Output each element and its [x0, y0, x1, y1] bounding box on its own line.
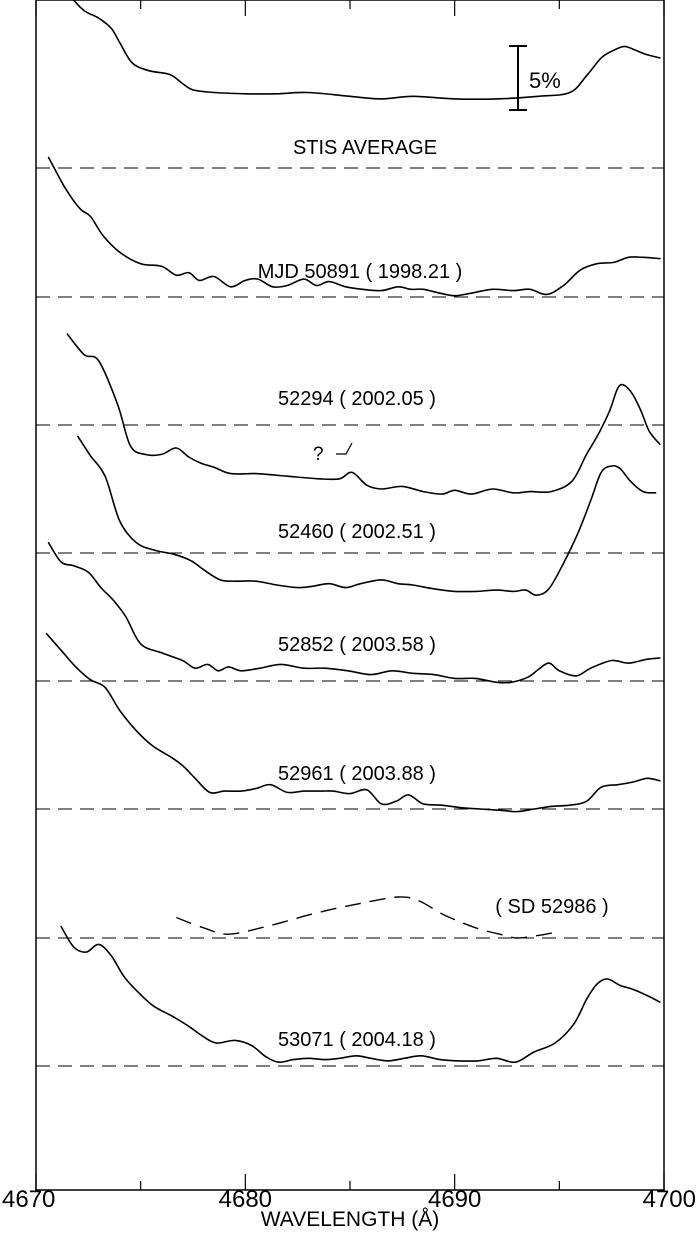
- spectra-traces: [45, 0, 661, 1064]
- scale-bar: 5%: [509, 45, 561, 111]
- x-tick-label-4680: 4680: [219, 1186, 272, 1213]
- x-tick-label-4690: 4690: [428, 1186, 481, 1213]
- spectrum-label-0: STIS AVERAGE: [293, 137, 437, 159]
- spectrum-label-3: 52460 ( 2002.51 ): [278, 521, 436, 543]
- spectrum-label-1: MJD 50891 ( 1998.21 ): [258, 261, 463, 283]
- spectrum-label-7: 53071 ( 2004.18 ): [278, 1029, 436, 1051]
- x-axis-ticks: 4670 4680 4690 4700: [2, 0, 696, 1213]
- spectrum-trace-5: [45, 632, 661, 813]
- spectrum-trace-7: [60, 925, 661, 1064]
- annotation-pointer: [336, 442, 353, 455]
- spectrum-trace-0: [72, 0, 661, 100]
- spectrum-trace-6: [176, 896, 560, 939]
- spectrum-label-4: 52852 ( 2003.58 ): [278, 634, 436, 656]
- annotation-question-mark: ?: [313, 444, 324, 465]
- spectrum-label-5: 52961 ( 2003.88 ): [278, 763, 436, 785]
- spectrum-trace-1: [47, 156, 661, 297]
- spectrum-labels: STIS AVERAGE MJD 50891 ( 1998.21 ) 52294 (…: [258, 137, 609, 1051]
- question-annotation: ?: [313, 442, 353, 465]
- spectrum-label-2: 52294 ( 2002.05 ): [278, 388, 436, 410]
- plot-frame: [35, 0, 665, 1191]
- baselines: [36, 167, 664, 1067]
- x-tick-label-4670: 4670: [2, 1186, 55, 1213]
- spectrum-trace-2: [66, 333, 661, 495]
- spectrum-label-6: ( SD 52986 ): [495, 896, 608, 918]
- spectrum-trace-4: [47, 542, 661, 684]
- x-tick-label-4700: 4700: [643, 1186, 696, 1213]
- scale-bar-label: 5%: [529, 68, 561, 93]
- spectrum-trace-3: [77, 435, 657, 596]
- x-axis-title: WAVELENGTH (Å): [261, 1208, 440, 1231]
